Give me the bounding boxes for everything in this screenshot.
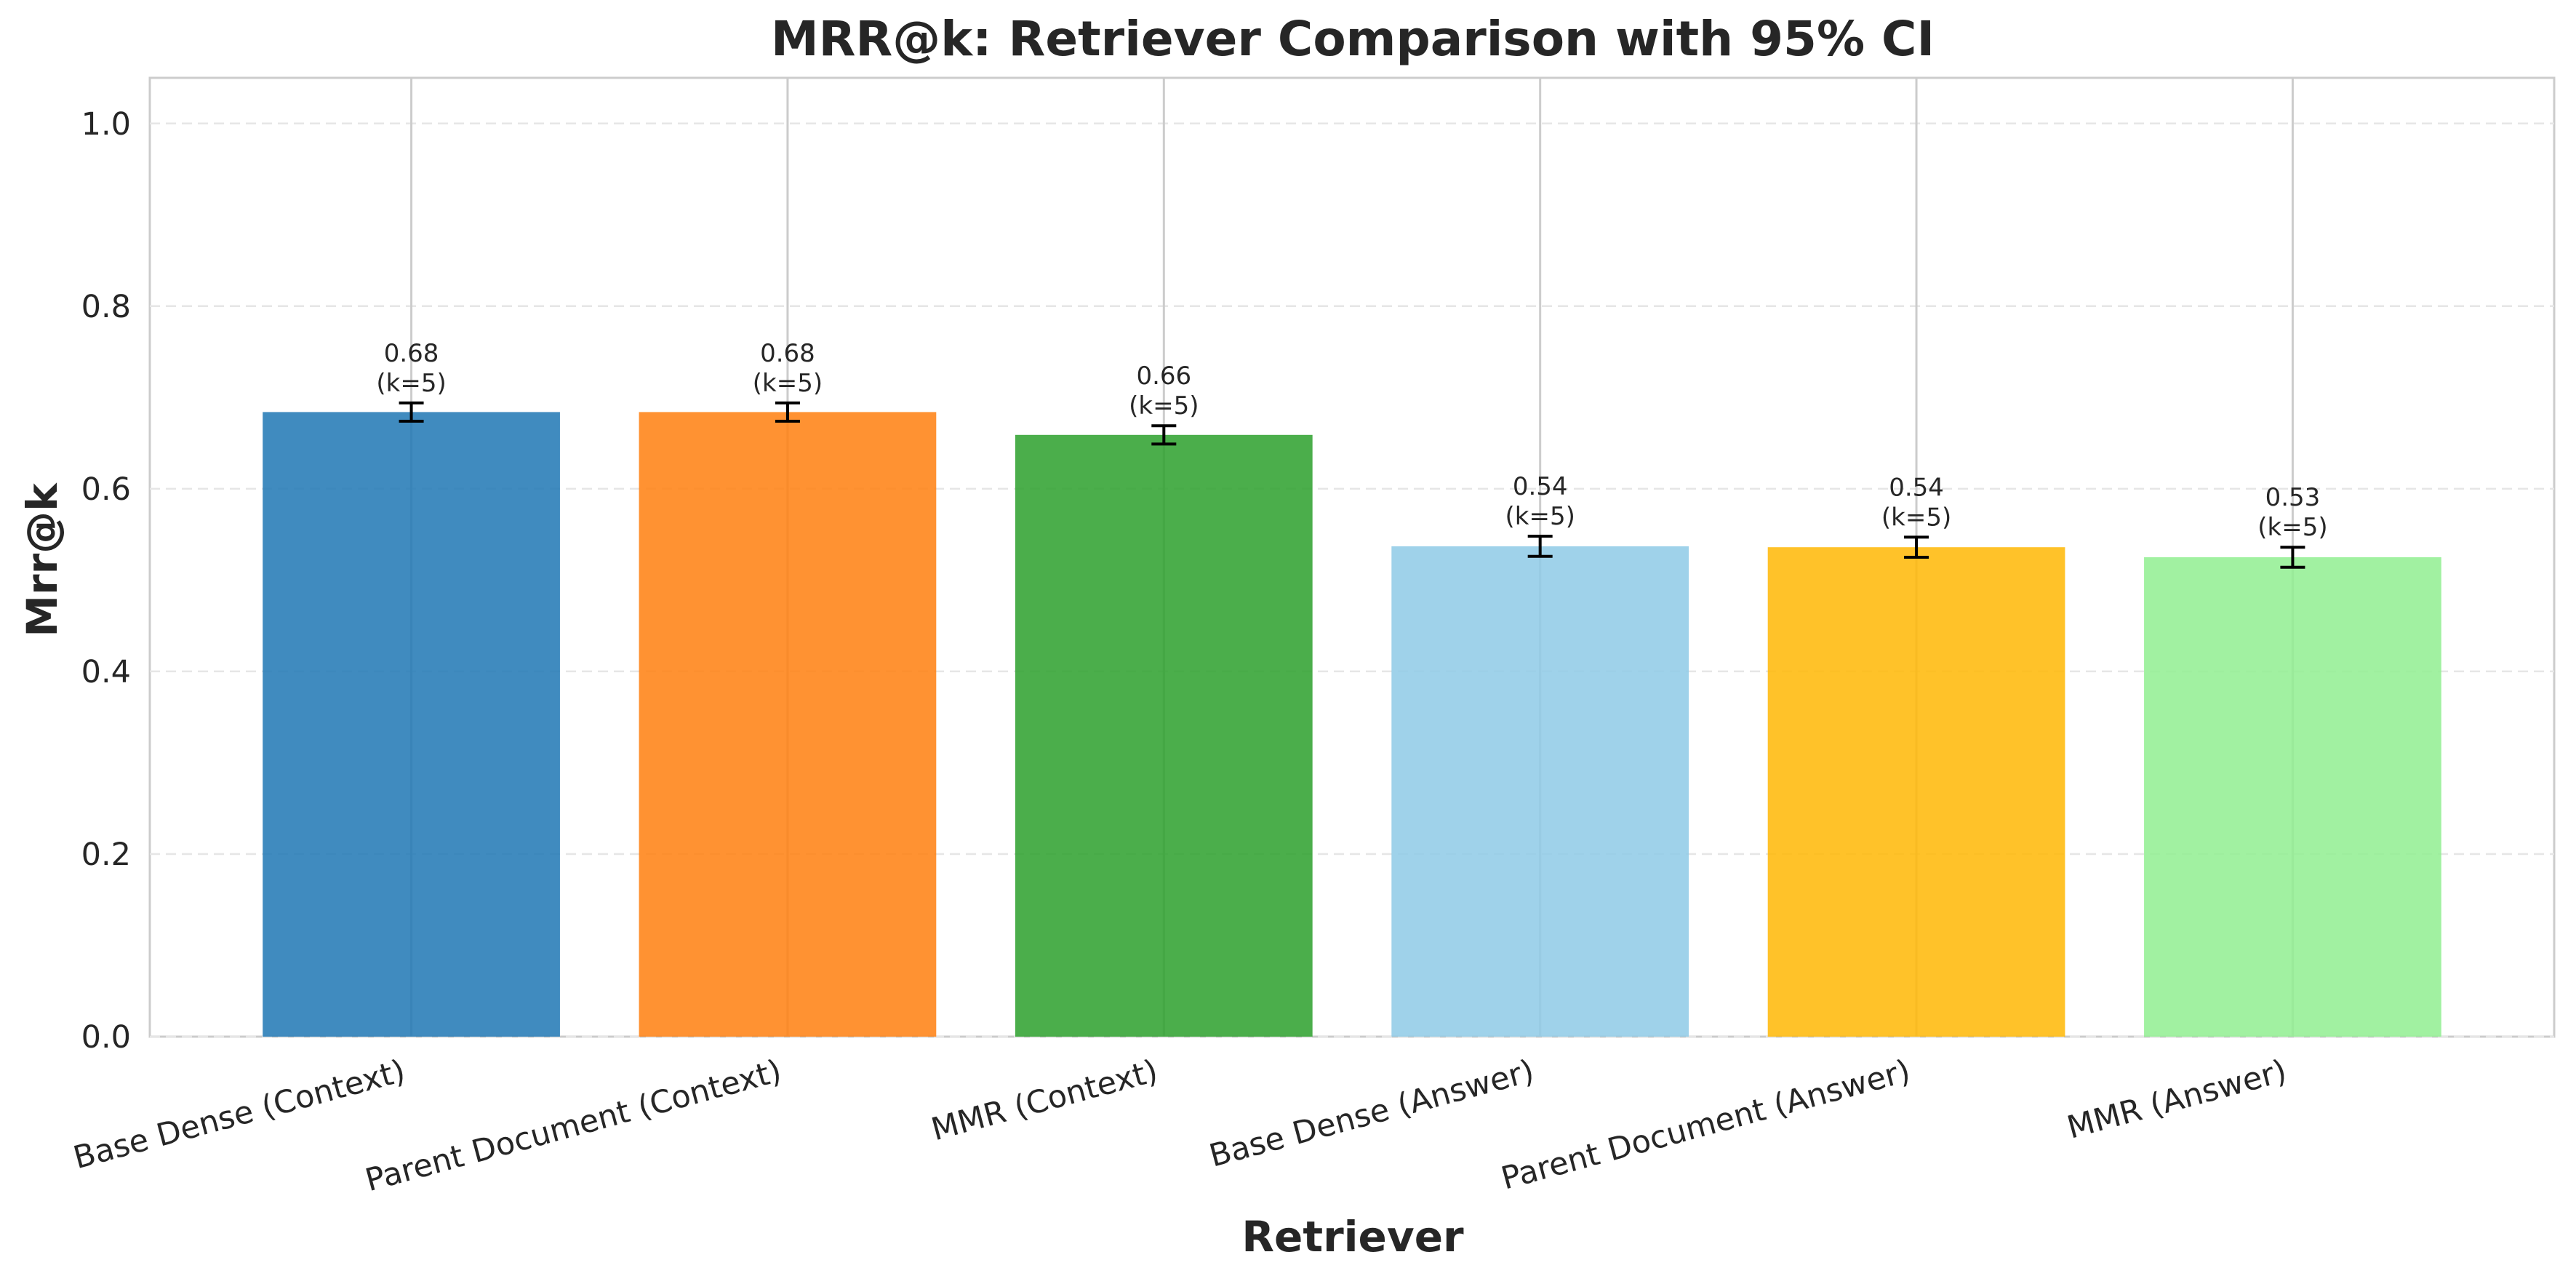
data-label-k: (k=5) xyxy=(753,369,823,398)
y-tick-label: 1.0 xyxy=(81,106,131,143)
y-tick-label: 0.4 xyxy=(81,654,131,690)
y-axis-title: Mrr@k xyxy=(17,482,67,637)
x-tick-label: MMR (Answer) xyxy=(2063,1053,2290,1146)
y-tick-label: 0.6 xyxy=(81,471,131,508)
data-label-k: (k=5) xyxy=(376,369,446,398)
x-tick-label: Parent Document (Context) xyxy=(361,1053,785,1199)
bar xyxy=(263,412,560,1037)
bar xyxy=(1767,547,2065,1037)
chart-title: MRR@k: Retriever Comparison with 95% CI xyxy=(771,11,1935,67)
y-tick-label: 0.0 xyxy=(81,1019,131,1056)
y-tick-label: 0.2 xyxy=(81,837,131,873)
bar xyxy=(1391,546,1689,1037)
bar xyxy=(1015,434,1313,1037)
data-label-k: (k=5) xyxy=(2257,513,2327,542)
data-label-value: 0.53 xyxy=(2265,483,2321,512)
plot-area: 0.00.20.40.60.81.0(k=5)0.68(k=5)0.68(k=5… xyxy=(70,76,2556,1199)
x-tick-label: Base Dense (Context) xyxy=(70,1053,409,1176)
data-label-value: 0.66 xyxy=(1136,362,1191,391)
bar xyxy=(639,412,937,1037)
x-tick-label: MMR (Context) xyxy=(927,1053,1161,1148)
data-label-value: 0.54 xyxy=(1513,472,1568,501)
data-label-value: 0.68 xyxy=(384,339,439,368)
data-label-k: (k=5) xyxy=(1881,503,1951,532)
data-label-value: 0.68 xyxy=(760,339,815,368)
data-label-k: (k=5) xyxy=(1505,502,1575,531)
y-tick-label: 0.8 xyxy=(81,289,131,325)
x-tick-label: Base Dense (Answer) xyxy=(1206,1053,1538,1174)
x-axis-title: Retriever xyxy=(1241,1212,1464,1261)
x-tick-label: Parent Document (Answer) xyxy=(1497,1053,1914,1197)
data-label-k: (k=5) xyxy=(1129,391,1199,420)
data-label-value: 0.54 xyxy=(1889,473,1944,502)
bar xyxy=(2144,557,2441,1037)
